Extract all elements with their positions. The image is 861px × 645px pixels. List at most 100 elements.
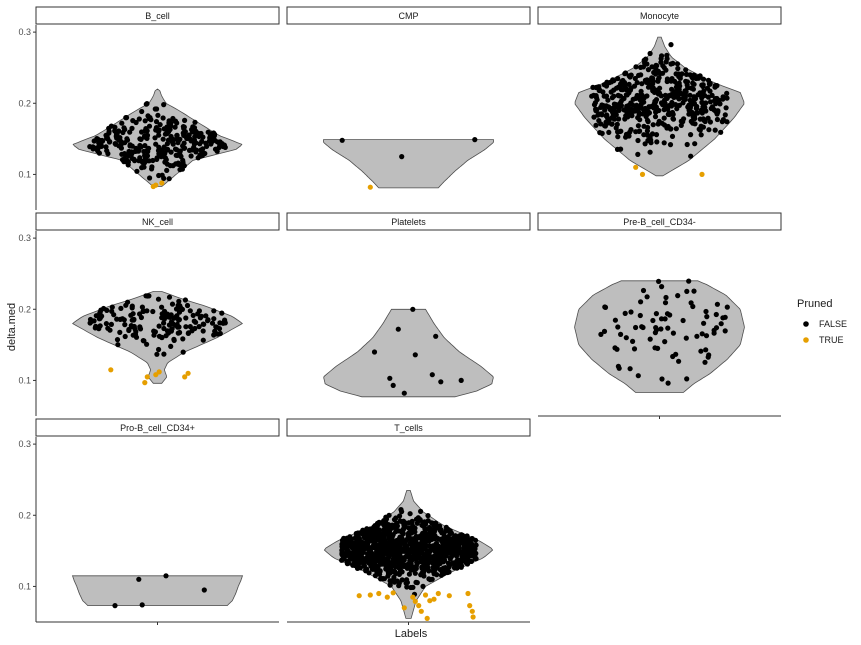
point-false (182, 145, 188, 151)
point-false (615, 134, 621, 140)
point-false (712, 127, 718, 133)
point-true (633, 164, 639, 170)
point-false (425, 513, 431, 519)
point-false (198, 147, 204, 153)
point-false (378, 550, 384, 556)
point-false (635, 137, 641, 144)
point-false (374, 550, 380, 556)
point-false (688, 153, 694, 159)
point-true (431, 596, 437, 602)
point-false (376, 528, 382, 535)
point-false (662, 103, 668, 109)
point-false (668, 78, 674, 84)
point-false (472, 137, 478, 143)
point-false (705, 354, 711, 360)
point-false (670, 60, 676, 66)
point-false (368, 551, 374, 557)
point-false (638, 299, 644, 305)
point-false (635, 151, 641, 157)
point-false (675, 293, 681, 299)
point-false (175, 330, 181, 336)
point-false (649, 131, 656, 137)
point-false (690, 86, 697, 92)
panel-monocyte: Monocyte (537, 6, 782, 177)
point-false (190, 312, 196, 318)
panel-t-cells: T_cells (286, 418, 531, 625)
point-false (406, 563, 412, 570)
point-false (111, 312, 117, 318)
point-false (221, 142, 227, 148)
strip-monocyte (537, 6, 782, 25)
point-false (618, 146, 624, 152)
point-false (668, 42, 674, 48)
point-false (393, 515, 399, 521)
point-false (637, 97, 643, 103)
point-false (200, 328, 206, 334)
point-false (601, 93, 607, 99)
point-true (142, 380, 148, 386)
point-false (693, 75, 699, 82)
point-false (164, 167, 170, 173)
point-false (344, 546, 350, 552)
point-false (390, 541, 396, 547)
point-false (128, 324, 135, 330)
point-false (378, 539, 384, 545)
point-false (644, 294, 650, 300)
point-false (670, 111, 676, 117)
point-false (121, 317, 127, 323)
point-false (397, 538, 403, 544)
point-false (443, 527, 450, 533)
point-false (212, 146, 219, 152)
point-false (713, 311, 719, 318)
point-false (676, 86, 682, 92)
point-false (418, 559, 424, 565)
point-false (435, 523, 441, 529)
y-tick-label: 0.1 (18, 375, 31, 385)
point-false (189, 328, 195, 334)
point-false (648, 137, 654, 143)
point-false (395, 326, 401, 332)
point-false (668, 103, 675, 109)
point-false (412, 549, 418, 555)
point-false (122, 333, 128, 340)
point-true (465, 590, 471, 597)
point-false (118, 141, 125, 147)
point-false (704, 314, 710, 320)
point-false (594, 84, 600, 90)
point-false (701, 88, 707, 94)
point-false (381, 518, 387, 524)
point-false (599, 112, 605, 118)
point-false (675, 92, 682, 98)
point-false (377, 559, 383, 565)
point-false (702, 104, 708, 111)
point-false (637, 312, 643, 319)
point-false (156, 132, 162, 138)
point-false (724, 90, 730, 96)
point-false (680, 95, 686, 101)
point-false (373, 558, 379, 565)
point-false (644, 117, 651, 123)
point-false (665, 325, 671, 331)
violin-monocyte (574, 36, 745, 177)
point-false (407, 541, 413, 547)
x-axis-title: Labels (395, 628, 428, 640)
point-true (422, 592, 429, 598)
point-false (176, 317, 182, 323)
point-false (598, 331, 604, 337)
point-false (219, 310, 225, 316)
point-false (426, 549, 432, 556)
point-false (150, 308, 156, 315)
point-false (193, 147, 199, 153)
point-false (426, 576, 432, 582)
point-false (187, 308, 193, 314)
point-false (172, 124, 178, 130)
point-false (180, 349, 186, 355)
point-true (418, 608, 424, 614)
point-false (211, 316, 217, 322)
point-false (718, 129, 724, 135)
strip-label-pro-b-cell-cd34: Pro-B_cell_CD34+ (120, 423, 195, 433)
y-tick-label: 0.2 (18, 98, 31, 108)
point-false (413, 516, 420, 522)
point-false (129, 317, 135, 323)
point-false (664, 125, 670, 131)
